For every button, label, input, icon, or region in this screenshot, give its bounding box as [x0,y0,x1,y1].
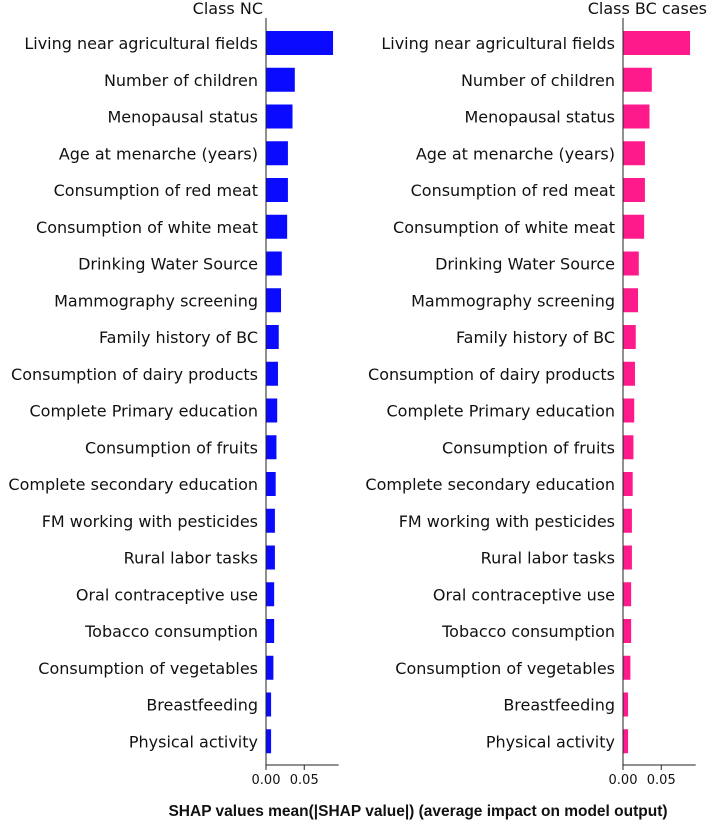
feature-label: Mammography screening [54,291,258,310]
bar-nc-14 [266,545,275,570]
bar-nc-18 [266,692,272,717]
feature-label: Age at menarche (years) [59,144,258,163]
feature-label: Breastfeeding [146,696,258,715]
bar-bc-14 [623,545,632,570]
feature-label: Tobacco consumption [84,622,258,641]
panel-class-bc-cases: Class BC cases Living near agricultural f… [365,0,707,788]
bar-bc-2 [623,104,650,129]
feature-label: Complete Primary education [30,402,259,421]
bar-nc-5 [266,214,288,239]
x-tick-label: 0.05 [290,773,319,788]
bar-bc-11 [623,435,634,460]
bar-nc-11 [266,435,277,460]
feature-label: Complete secondary education [365,475,615,494]
feature-label: FM working with pesticides [42,512,258,531]
feature-label: Drinking Water Source [435,255,615,274]
feature-label: Consumption of white meat [393,218,615,237]
bar-nc-16 [266,619,275,643]
bar-nc-13 [266,508,275,533]
bar-nc-0 [266,31,334,55]
bar-bc-1 [623,67,652,92]
feature-label: Complete secondary education [8,475,258,494]
bar-nc-10 [266,398,278,423]
x-axis-label: SHAP values mean(|SHAP value|) (average … [168,803,667,820]
x-tick-label: 0.00 [609,773,638,788]
bar-bc-12 [623,472,633,496]
bar-bc-10 [623,398,635,423]
x-tick-label: 0.00 [252,773,281,788]
bar-nc-7 [266,288,282,313]
feature-label: Number of children [461,71,615,90]
feature-label: Menopausal status [107,108,258,127]
feature-label: Consumption of dairy products [11,365,258,384]
bar-bc-18 [623,692,629,717]
panel-title-bc: Class BC cases [588,0,707,18]
bar-nc-19 [266,729,272,754]
feature-label: Breastfeeding [503,696,615,715]
bar-bc-8 [623,325,636,349]
feature-label: Consumption of red meat [411,181,615,200]
bar-bc-15 [623,582,632,607]
feature-label: Consumption of red meat [54,181,258,200]
bar-nc-3 [266,141,288,166]
feature-label: Number of children [104,71,258,90]
bar-nc-17 [266,655,274,680]
panel-title-nc: Class NC [193,0,263,18]
bar-bc-6 [623,251,639,276]
feature-label: Physical activity [486,732,615,751]
bar-bc-9 [623,361,635,386]
feature-label: Drinking Water Source [78,255,258,274]
feature-label: Rural labor tasks [481,549,615,568]
feature-label: Complete Primary education [387,402,616,421]
bar-bc-3 [623,141,645,166]
feature-label: Menopausal status [464,108,615,127]
x-tick-label: 0.05 [647,773,676,788]
bar-bc-5 [623,214,645,239]
feature-label: Consumption of fruits [442,438,615,457]
feature-label: Oral contraceptive use [433,585,615,604]
feature-label: Family history of BC [456,328,615,347]
bar-nc-6 [266,251,282,276]
feature-label: Consumption of vegetables [395,659,615,678]
bar-bc-4 [623,178,645,202]
bar-bc-19 [623,729,629,754]
feature-label: Consumption of white meat [36,218,258,237]
feature-label: Consumption of vegetables [38,659,258,678]
bar-nc-12 [266,472,276,496]
feature-label: Consumption of dairy products [368,365,615,384]
feature-label: Tobacco consumption [441,622,615,641]
feature-label: Physical activity [129,732,258,751]
feature-label: Age at menarche (years) [416,144,615,163]
feature-label: FM working with pesticides [399,512,615,531]
bar-nc-2 [266,104,293,129]
bar-nc-1 [266,67,295,92]
feature-label: Mammography screening [411,291,615,310]
feature-label: Family history of BC [99,328,258,347]
bar-bc-16 [623,619,632,643]
panel-class-nc: Class NC Living near agricultural fields N… [8,0,339,788]
bar-bc-0 [623,31,691,55]
feature-label: Living near agricultural fields [24,34,258,53]
bar-nc-8 [266,325,279,349]
feature-label: Rural labor tasks [124,549,258,568]
bar-nc-15 [266,582,275,607]
bar-nc-4 [266,178,288,202]
feature-label: Consumption of fruits [85,438,258,457]
bar-bc-7 [623,288,639,313]
bar-bc-17 [623,655,631,680]
bar-bc-13 [623,508,632,533]
feature-label: Oral contraceptive use [76,585,258,604]
feature-label: Living near agricultural fields [381,34,615,53]
bar-nc-9 [266,361,278,386]
